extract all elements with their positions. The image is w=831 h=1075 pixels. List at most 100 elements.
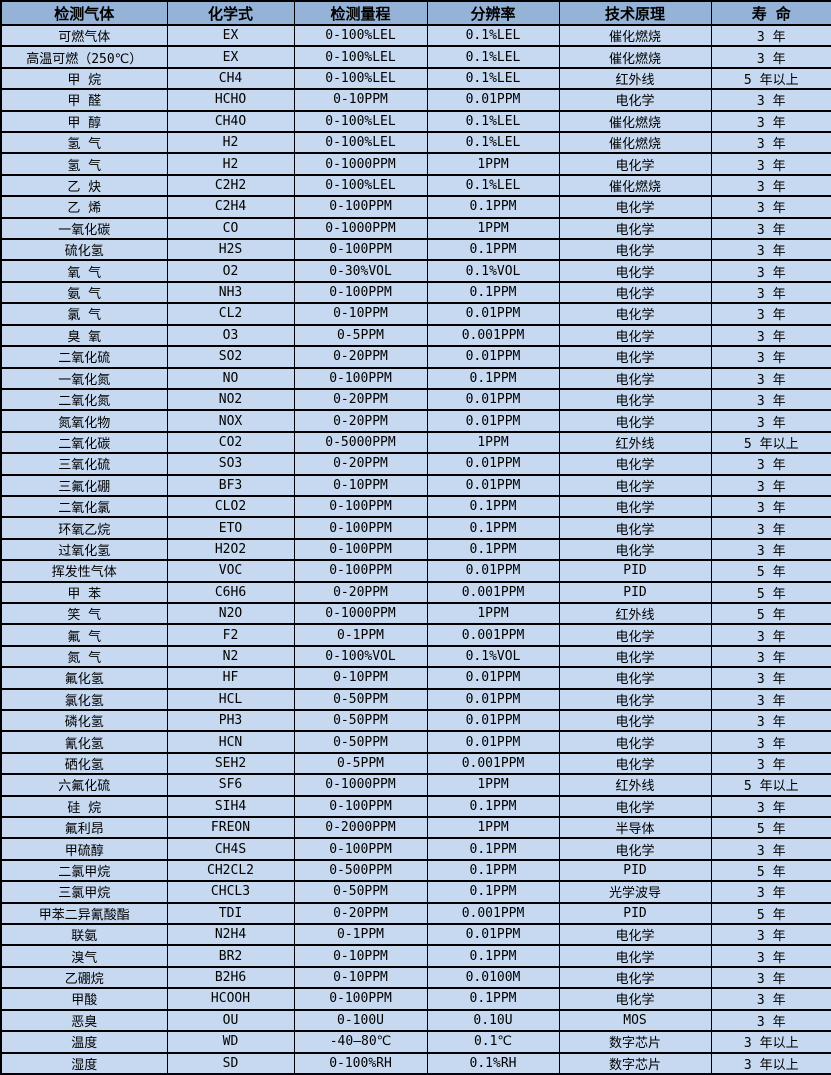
formula-cell: B2H6 <box>166 965 295 990</box>
gas-cell: 温度 <box>0 1030 168 1054</box>
formula-cell: CHCL3 <box>166 880 295 904</box>
lifespan-cell: 5 年 <box>710 601 831 626</box>
principle-cell: 电化学 <box>558 965 712 990</box>
table-row: 三氯甲烷 CHCL3 0-50PPM 0.1PPM 光学波导 3 年 <box>0 880 831 904</box>
lifespan-cell: 3 年 <box>710 302 831 326</box>
principle-cell: PID <box>558 580 712 604</box>
formula-cell: H2S <box>166 238 295 262</box>
range-cell: 0-5000PPM <box>293 430 428 455</box>
gas-cell: 氟利昂 <box>0 816 168 840</box>
resolution-cell: 1PPM <box>426 152 560 176</box>
gas-cell: 氢 气 <box>0 152 168 176</box>
formula-cell: CH4O <box>166 109 295 134</box>
table-row: 氟 气 F2 0-1PPM 0.001PPM 电化学 3 年 <box>0 623 831 647</box>
range-cell: 0-100PPM <box>293 559 428 583</box>
table-row: 氰化氢 HCN 0-50PPM 0.01PPM 电化学 3 年 <box>0 730 831 754</box>
resolution-cell: 0.1PPM <box>426 880 560 904</box>
lifespan-cell: 3 年 <box>710 751 831 776</box>
resolution-cell: 0.1℃ <box>426 1030 560 1054</box>
principle-cell: 红外线 <box>558 601 712 626</box>
table-row: 过氧化氢 H2O2 0-100PPM 0.1PPM 电化学 3 年 <box>0 537 831 562</box>
gas-cell: 氧 气 <box>0 259 168 283</box>
formula-cell: C2H2 <box>166 173 295 198</box>
range-cell: 0-10PPM <box>293 965 428 990</box>
principle-cell: 电化学 <box>558 238 712 262</box>
table-row: 甲 醛 HCHO 0-10PPM 0.01PPM 电化学 3 年 <box>0 88 831 112</box>
formula-cell: N2H4 <box>166 923 295 947</box>
range-cell: 0-5PPM <box>293 323 428 348</box>
principle-cell: 电化学 <box>558 452 712 476</box>
lifespan-cell: 5 年以上 <box>710 773 831 797</box>
resolution-cell: 0.01PPM <box>426 473 560 497</box>
range-cell: 0-100PPM <box>293 195 428 219</box>
table-row: 笑 气 N2O 0-1000PPM 1PPM 红外线 5 年 <box>0 601 831 626</box>
formula-cell: NO <box>166 366 295 390</box>
table-row: 氯化氢 HCL 0-50PPM 0.01PPM 电化学 3 年 <box>0 687 831 712</box>
resolution-cell: 0.01PPM <box>426 302 560 326</box>
range-cell: 0-100PPM <box>293 238 428 262</box>
table-row: 二氧化氯 CLO2 0-100PPM 0.1PPM 电化学 3 年 <box>0 494 831 519</box>
resolution-cell: 0.001PPM <box>426 901 560 926</box>
lifespan-cell: 3 年 <box>710 452 831 476</box>
table-row: 六氟化硫 SF6 0-1000PPM 1PPM 红外线 5 年以上 <box>0 773 831 797</box>
range-cell: 0-500PPM <box>293 858 428 883</box>
resolution-cell: 0.1PPM <box>426 494 560 519</box>
principle-cell: 电化学 <box>558 216 712 241</box>
table-row: 三氧化硫 SO3 0-20PPM 0.01PPM 电化学 3 年 <box>0 452 831 476</box>
lifespan-cell: 5 年 <box>710 559 831 583</box>
lifespan-cell: 3 年 <box>710 473 831 497</box>
lifespan-cell: 3 年 <box>710 623 831 647</box>
lifespan-cell: 3 年 <box>710 23 831 48</box>
range-cell: 0-50PPM <box>293 687 428 712</box>
formula-cell: NO2 <box>166 387 295 412</box>
formula-cell: WD <box>166 1030 295 1054</box>
principle-cell: PID <box>558 858 712 883</box>
lifespan-cell: 3 年 <box>710 730 831 754</box>
resolution-cell: 0.1PPM <box>426 944 560 968</box>
range-cell: 0-10PPM <box>293 944 428 968</box>
gas-cell: 硒化氢 <box>0 751 168 776</box>
gas-cell: 六氟化硫 <box>0 773 168 797</box>
formula-cell: N2 <box>166 644 295 669</box>
gas-cell: 氟 气 <box>0 623 168 647</box>
range-cell: 0-100%RH <box>293 1051 428 1075</box>
lifespan-cell: 3 年 <box>710 794 831 819</box>
formula-cell: C6H6 <box>166 580 295 604</box>
principle-cell: 电化学 <box>558 987 712 1011</box>
gas-cell: 甲硫醇 <box>0 837 168 861</box>
principle-cell: 数字芯片 <box>558 1030 712 1054</box>
principle-cell: 催化燃烧 <box>558 45 712 69</box>
formula-cell: CL2 <box>166 302 295 326</box>
range-cell: 0-10PPM <box>293 666 428 690</box>
table-row: 环氧乙烷 ETO 0-100PPM 0.1PPM 电化学 3 年 <box>0 516 831 540</box>
table-row: 氯 气 CL2 0-10PPM 0.01PPM 电化学 3 年 <box>0 302 831 326</box>
gas-cell: 二氧化氯 <box>0 494 168 519</box>
lifespan-cell: 3 年 <box>710 923 831 947</box>
principle-cell: 电化学 <box>558 345 712 369</box>
table-row: 臭 氧 O3 0-5PPM 0.001PPM 电化学 3 年 <box>0 323 831 348</box>
table-row: 一氧化碳 CO 0-1000PPM 1PPM 电化学 3 年 <box>0 216 831 241</box>
lifespan-cell: 5 年 <box>710 901 831 926</box>
resolution-cell: 0.01PPM <box>426 666 560 690</box>
principle-cell: 催化燃烧 <box>558 23 712 48</box>
table-row: 乙硼烷 B2H6 0-10PPM 0.0100M 电化学 3 年 <box>0 965 831 990</box>
table-row: 硫化氢 H2S 0-100PPM 0.1PPM 电化学 3 年 <box>0 238 831 262</box>
lifespan-cell: 3 年 <box>710 88 831 112</box>
principle-cell: 电化学 <box>558 494 712 519</box>
formula-cell: EX <box>166 45 295 69</box>
lifespan-cell: 3 年 <box>710 494 831 519</box>
lifespan-cell: 3 年 <box>710 708 831 733</box>
principle-cell: 光学波导 <box>558 880 712 904</box>
formula-cell: C2H4 <box>166 195 295 219</box>
formula-cell: SD <box>166 1051 295 1075</box>
resolution-cell: 0.1%LEL <box>426 173 560 198</box>
table-row: 氮 气 N2 0-100%VOL 0.1%VOL 电化学 3 年 <box>0 644 831 669</box>
lifespan-cell: 3 年 <box>710 173 831 198</box>
table-row: 甲 烷 CH4 0-100%LEL 0.1%LEL 红外线 5 年以上 <box>0 66 831 91</box>
range-cell: 0-100PPM <box>293 280 428 305</box>
gas-cell: 乙 炔 <box>0 173 168 198</box>
resolution-cell: 0.1PPM <box>426 366 560 390</box>
principle-cell: PID <box>558 559 712 583</box>
range-cell: 0-10PPM <box>293 473 428 497</box>
